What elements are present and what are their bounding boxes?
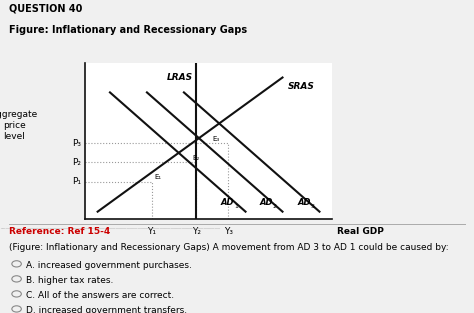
Text: P₁: P₁ bbox=[73, 177, 82, 186]
Text: P₂: P₂ bbox=[73, 158, 82, 167]
Text: QUESTION 40: QUESTION 40 bbox=[9, 3, 83, 13]
Text: Reference: Ref 15-4: Reference: Ref 15-4 bbox=[9, 227, 111, 236]
Text: AD: AD bbox=[297, 198, 311, 207]
Text: B. higher tax rates.: B. higher tax rates. bbox=[26, 276, 113, 285]
Text: 2: 2 bbox=[273, 204, 277, 209]
Text: C. All of the answers are correct.: C. All of the answers are correct. bbox=[26, 291, 174, 300]
Text: Real GDP: Real GDP bbox=[337, 227, 383, 236]
Text: E₂: E₂ bbox=[192, 155, 200, 161]
Text: P₃: P₃ bbox=[73, 139, 82, 148]
Text: (Figure: Inflationary and Recessionary Gaps) A movement from AD 3 to AD 1 could : (Figure: Inflationary and Recessionary G… bbox=[9, 243, 449, 252]
Text: ________________________________________________________________________________: ________________________________________… bbox=[0, 224, 220, 229]
Text: E₁: E₁ bbox=[155, 174, 162, 180]
Text: AD: AD bbox=[259, 198, 273, 207]
Text: A. increased government purchases.: A. increased government purchases. bbox=[26, 261, 192, 270]
Text: Figure: Inflationary and Recessionary Gaps: Figure: Inflationary and Recessionary Ga… bbox=[9, 25, 247, 35]
Text: Y₁: Y₁ bbox=[147, 227, 156, 236]
Text: 3: 3 bbox=[311, 204, 315, 209]
Text: SRAS: SRAS bbox=[287, 82, 314, 91]
Text: AD: AD bbox=[221, 198, 234, 207]
Text: D. increased government transfers.: D. increased government transfers. bbox=[26, 306, 187, 313]
Text: Y₂: Y₂ bbox=[192, 227, 201, 236]
Text: E₃: E₃ bbox=[212, 136, 219, 142]
Text: Aggregate
price
level: Aggregate price level bbox=[0, 110, 38, 141]
Text: 1: 1 bbox=[235, 204, 238, 209]
Text: Y₃: Y₃ bbox=[224, 227, 233, 236]
Text: LRAS: LRAS bbox=[166, 73, 192, 82]
